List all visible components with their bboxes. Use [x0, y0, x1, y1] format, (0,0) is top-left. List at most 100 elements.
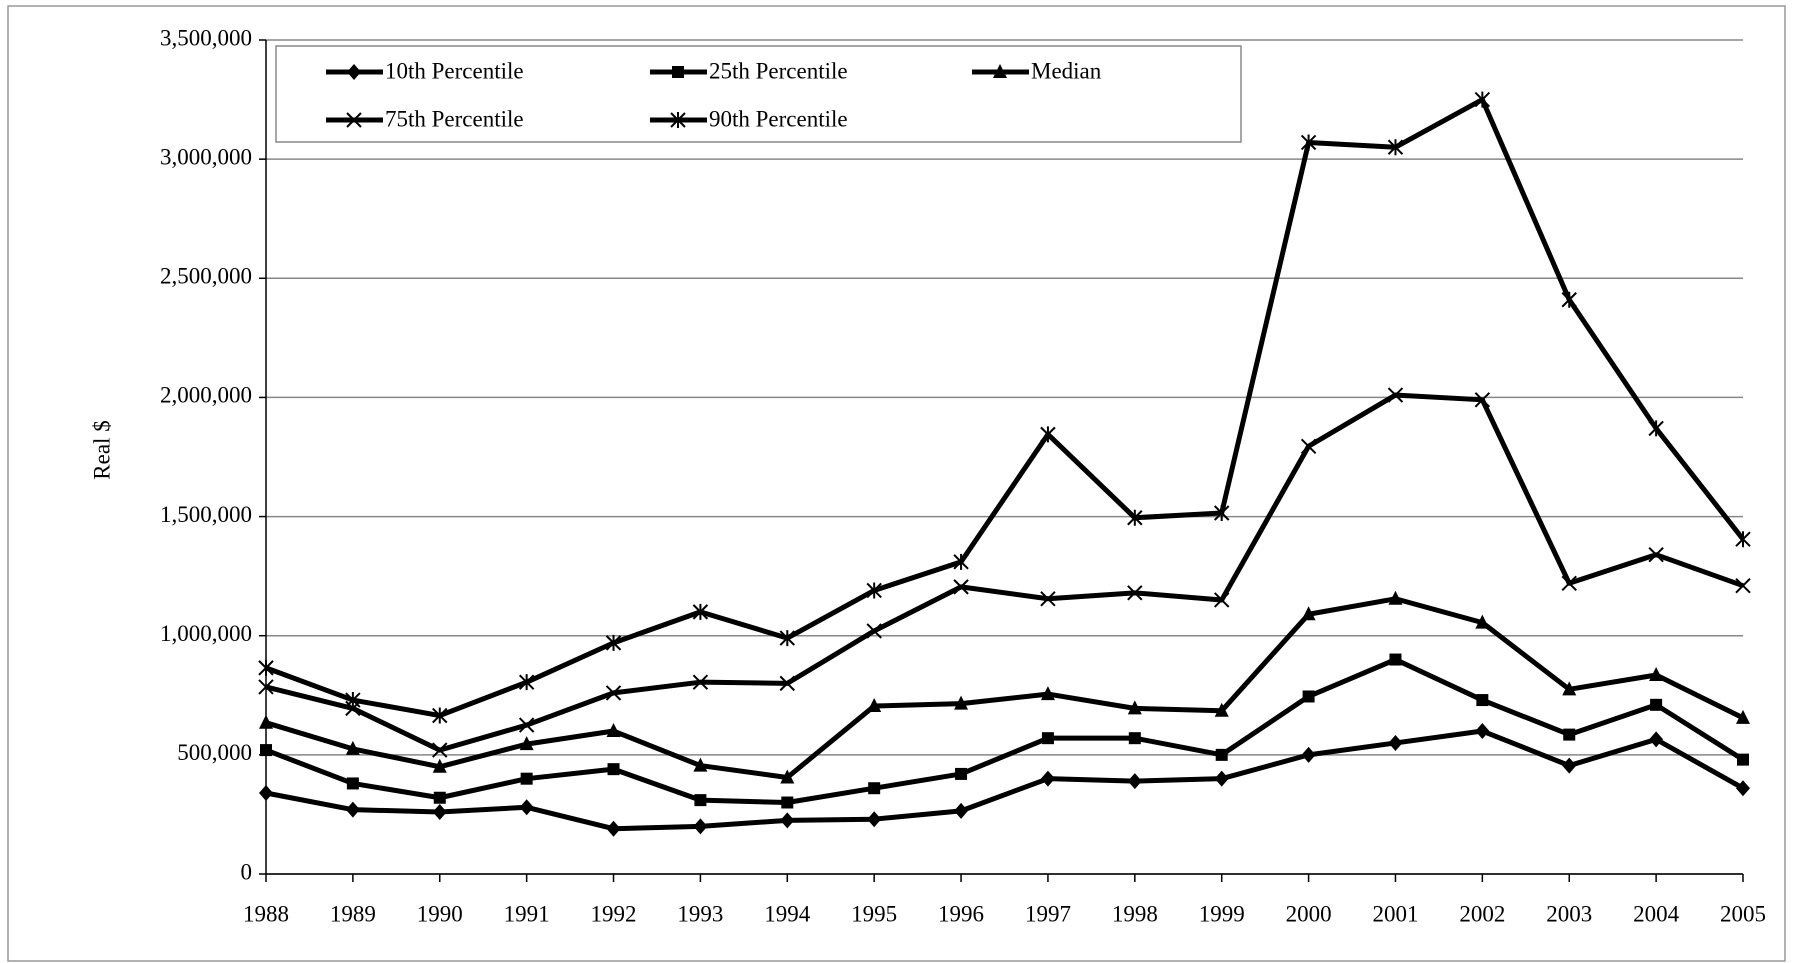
data-marker	[605, 634, 622, 651]
data-marker	[694, 794, 707, 807]
x-tick-label: 1990	[417, 901, 463, 926]
x-tick-label: 1989	[330, 901, 376, 926]
x-tick-label: 1991	[504, 901, 550, 926]
y-tick-label: 500,000	[177, 740, 252, 765]
data-marker	[345, 801, 360, 818]
data-marker	[1561, 575, 1577, 591]
legend-label: Median	[1031, 58, 1102, 83]
x-tick-label: 2001	[1372, 901, 1418, 926]
y-tick-label: 1,000,000	[160, 621, 252, 646]
data-marker	[867, 698, 882, 713]
series-line	[265, 392, 1744, 753]
data-marker	[259, 784, 273, 801]
data-marker	[1214, 770, 1229, 787]
data-marker	[519, 799, 534, 816]
data-marker	[866, 623, 882, 639]
x-tick-label: 1997	[1025, 901, 1071, 926]
data-marker	[432, 742, 448, 758]
data-marker	[1040, 770, 1055, 787]
data-marker	[1649, 667, 1664, 682]
data-marker	[1127, 773, 1142, 790]
data-marker	[260, 744, 272, 757]
data-marker	[607, 763, 620, 776]
data-marker	[1040, 686, 1055, 701]
data-marker	[1301, 746, 1316, 763]
data-marker	[519, 736, 534, 751]
legend-label: 25th Percentile	[709, 58, 848, 83]
data-marker	[1475, 723, 1490, 740]
x-tick-label: 1994	[764, 901, 811, 926]
x-tick-label: 1999	[1199, 901, 1245, 926]
data-marker	[1474, 392, 1491, 408]
data-marker	[1387, 387, 1404, 403]
y-tick-label: 2,000,000	[160, 383, 252, 408]
data-marker	[518, 717, 535, 733]
data-marker	[432, 804, 447, 821]
data-marker	[779, 675, 796, 692]
x-tick-label: 1992	[591, 901, 637, 926]
data-marker	[1649, 731, 1664, 748]
data-marker	[1737, 753, 1749, 766]
data-marker	[953, 579, 969, 595]
data-marker	[1736, 709, 1750, 724]
data-marker	[1214, 592, 1230, 608]
x-tick-label: 1988	[243, 901, 289, 926]
data-marker	[1127, 700, 1142, 715]
legend-marker	[672, 66, 684, 78]
x-tick-label: 2003	[1546, 901, 1592, 926]
legend-marker	[993, 64, 1007, 78]
data-marker	[1735, 531, 1751, 548]
data-marker	[954, 802, 969, 819]
data-marker	[258, 679, 274, 695]
data-marker	[693, 818, 708, 835]
data-marker	[1301, 606, 1316, 621]
x-tick-label: 1993	[677, 901, 723, 926]
data-marker	[1127, 509, 1143, 526]
data-marker	[606, 820, 621, 837]
series-line	[265, 596, 1745, 780]
data-marker	[259, 714, 273, 729]
x-tick-label: 2005	[1720, 901, 1766, 926]
data-marker	[1127, 585, 1143, 601]
data-marker	[953, 553, 969, 570]
data-marker	[345, 740, 360, 755]
data-marker	[867, 811, 882, 828]
data-marker	[1648, 546, 1664, 563]
data-marker	[1214, 504, 1230, 521]
data-marker	[1128, 732, 1141, 745]
data-marker	[1563, 728, 1576, 741]
y-tick-label: 3,000,000	[160, 144, 252, 169]
data-marker	[432, 707, 448, 724]
data-marker	[1475, 614, 1490, 629]
data-marker	[955, 767, 968, 780]
data-marker	[1040, 591, 1056, 607]
legend-box	[275, 45, 1242, 143]
data-marker	[1650, 698, 1663, 711]
data-marker	[258, 659, 274, 676]
data-marker	[606, 723, 621, 738]
data-marker	[1041, 732, 1054, 745]
data-marker	[866, 582, 882, 599]
data-marker	[1474, 91, 1491, 108]
data-marker	[345, 692, 361, 709]
legend-marker	[670, 112, 686, 128]
series-line	[265, 657, 1745, 806]
data-marker	[433, 791, 446, 804]
legend-marker	[347, 64, 361, 80]
data-marker	[1214, 702, 1229, 717]
data-marker	[1388, 734, 1403, 751]
data-marker	[1040, 426, 1056, 443]
data-marker	[1300, 134, 1317, 151]
data-marker	[692, 674, 709, 690]
data-marker	[780, 812, 795, 829]
data-marker	[520, 772, 533, 785]
data-marker	[1476, 694, 1489, 707]
data-marker	[1215, 748, 1228, 761]
x-tick-label: 2004	[1633, 901, 1680, 926]
data-marker	[780, 769, 795, 784]
data-marker	[1562, 681, 1577, 696]
y-tick-label: 2,500,000	[160, 264, 252, 289]
data-marker	[1561, 291, 1577, 308]
